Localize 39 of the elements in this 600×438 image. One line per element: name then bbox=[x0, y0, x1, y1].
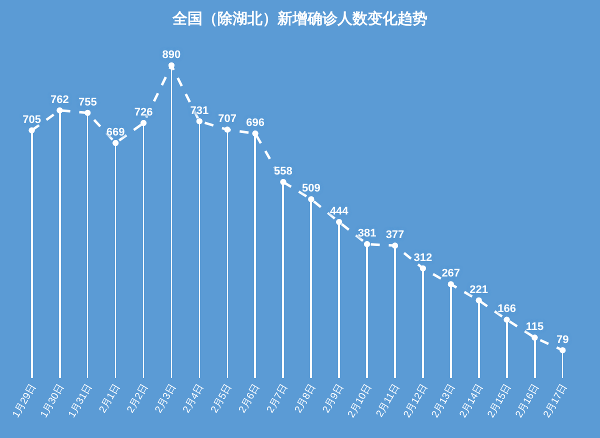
x-tick-label: 2月7日 bbox=[265, 382, 290, 415]
data-label: 762 bbox=[50, 94, 69, 106]
data-label: 115 bbox=[526, 321, 544, 334]
x-tick-label: 2月12日 bbox=[402, 382, 430, 420]
chart-title: 全国（除湖北）新增确诊人数变化趋势 bbox=[172, 10, 428, 28]
x-tick-label: 2月6日 bbox=[237, 382, 262, 415]
data-label: 221 bbox=[470, 284, 488, 296]
data-label: 696 bbox=[246, 117, 264, 130]
data-label: 444 bbox=[330, 206, 350, 218]
x-tick-label: 1月30日 bbox=[38, 382, 67, 420]
x-tick-label: 2月16日 bbox=[514, 382, 542, 420]
data-label: 377 bbox=[386, 229, 404, 242]
x-tick-label: 2月1日 bbox=[97, 382, 123, 415]
data-label: 267 bbox=[442, 268, 460, 280]
data-label: 509 bbox=[302, 182, 320, 195]
x-tick-label: 2月4日 bbox=[181, 382, 206, 415]
data-label: 890 bbox=[162, 48, 181, 61]
data-label: 166 bbox=[498, 303, 516, 316]
x-tick-label: 2月3日 bbox=[153, 382, 178, 415]
data-label: 312 bbox=[414, 252, 432, 264]
data-label: 669 bbox=[106, 126, 125, 139]
x-tick-label: 2月17日 bbox=[542, 382, 570, 420]
x-tick-label: 2月5日 bbox=[209, 382, 234, 415]
x-tick-label: 2月9日 bbox=[320, 382, 346, 415]
x-tick-label: 2月2日 bbox=[125, 382, 150, 415]
x-tick-label: 2月14日 bbox=[458, 382, 486, 420]
x-tick-label: 2月11日 bbox=[374, 382, 402, 420]
x-tick-label: 2月10日 bbox=[346, 382, 374, 420]
data-label: 707 bbox=[218, 113, 237, 126]
data-label: 705 bbox=[22, 114, 41, 126]
x-tick-label: 2月15日 bbox=[486, 382, 514, 420]
data-label: 755 bbox=[78, 96, 97, 108]
x-tick-label: 2月8日 bbox=[293, 382, 318, 415]
x-tick-label: 1月31日 bbox=[66, 382, 95, 420]
x-tick-label: 2月13日 bbox=[430, 382, 458, 420]
data-label: 79 bbox=[556, 334, 569, 346]
data-label: 381 bbox=[358, 228, 376, 240]
x-tick-label: 1月29日 bbox=[10, 382, 39, 420]
data-label: 731 bbox=[190, 104, 209, 117]
